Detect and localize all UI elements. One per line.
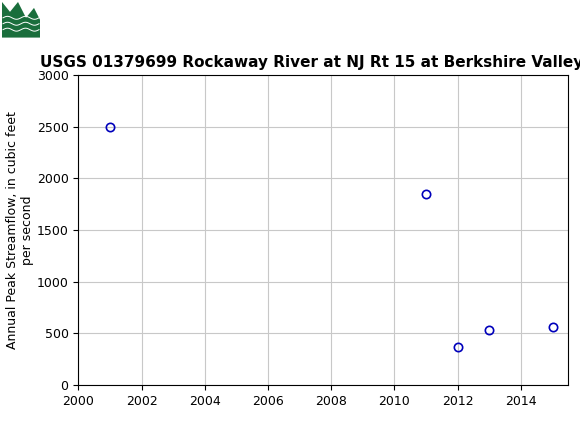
Bar — [2, 2, 40, 37]
Text: USGS: USGS — [46, 10, 106, 29]
Title: USGS 01379699 Rockaway River at NJ Rt 15 at Berkshire Valley NJ: USGS 01379699 Rockaway River at NJ Rt 15… — [40, 55, 580, 70]
Y-axis label: Annual Peak Streamflow, in cubic feet
per second: Annual Peak Streamflow, in cubic feet pe… — [6, 111, 34, 349]
Polygon shape — [2, 2, 40, 37]
